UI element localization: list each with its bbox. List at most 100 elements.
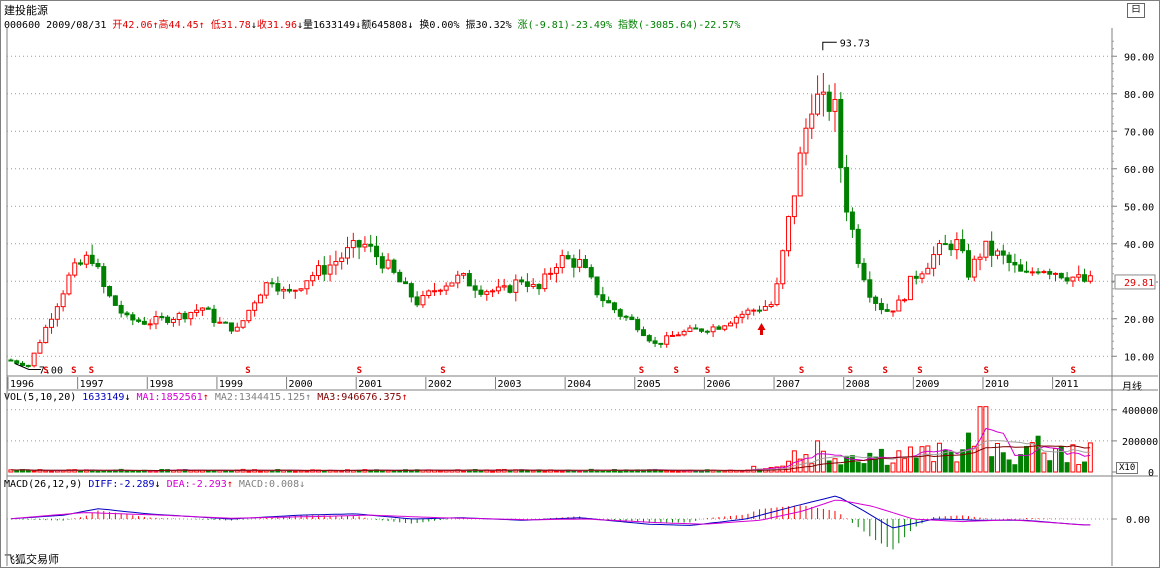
candle-body [640,329,646,337]
candle-body [269,282,275,285]
candle-body [49,318,55,328]
candle-body [844,167,850,213]
volume-bar [884,464,890,473]
candle-body [420,295,426,306]
event-marker-icon: S [357,366,362,376]
candle-body [617,309,623,317]
candle-body [565,255,571,260]
candle-body [826,91,832,112]
layout-toggle-button[interactable]: 曰 [1127,3,1145,18]
candle-body [408,283,414,298]
candle-body [1070,276,1076,282]
volume-bar [971,445,977,473]
volume-bar [1076,464,1082,473]
volume-bar [954,461,960,473]
candle-body [855,228,861,264]
volume-bar [849,455,855,473]
volume-bar [1082,461,1088,473]
candle-body [536,283,542,290]
macd-panel-title: MACD(26,12,9) [4,479,83,490]
candle-body [484,291,490,295]
index-change-value: (-3085.64)-22.57% [638,20,741,31]
volume-bar [95,470,101,473]
candle-body [414,296,420,306]
candle-body [315,265,321,277]
candle-body [257,294,263,304]
open-value: 42.06 [122,20,153,31]
event-marker-icon: S [848,366,853,376]
candle-body [699,328,705,332]
candle-body [524,281,530,287]
volume-bar [1023,445,1029,473]
year-label: 2004 [567,379,591,390]
candle-body [147,323,153,326]
year-label: 2002 [428,379,452,390]
price-tick-label: 20.00 [1124,315,1154,326]
candle-body [809,113,815,129]
volume-bar [815,440,821,473]
up-arrow-icon: ↑ [401,392,408,403]
year-label: 1999 [219,379,243,390]
amplitude-value: 30.32% [475,20,512,31]
candle-body [884,309,890,312]
up-arrow-icon: ↑ [305,392,312,403]
candle-body [356,240,362,248]
candle-body [25,364,31,367]
candle-body [1087,275,1093,282]
volume-bar [136,470,142,473]
event-marker-icon: S [983,366,988,376]
candle-body [466,273,472,287]
candle-body [374,245,380,258]
down-arrow-icon: ↓ [124,392,131,403]
period-label[interactable]: 月线 [1122,382,1142,393]
volume-bar [43,470,49,473]
volume-bar [1006,459,1012,473]
candle-body [873,296,879,304]
event-marker-icon: S [674,366,679,376]
quote-info-bar: 000600 2009/08/31 开42.06↑高44.45↑ 低31.78↓… [4,16,740,31]
candle-body [379,256,385,269]
high-marker-line [822,41,837,51]
year-label: 1997 [80,379,104,390]
candle-body [942,243,948,246]
candle-body [339,257,345,262]
volume-tick-label: 200000 [1122,437,1158,448]
candle-body [368,243,374,247]
candle-body [188,311,194,320]
candle-body [205,307,211,310]
volume-bar [861,463,867,473]
candle-body [786,216,792,252]
candle-body [449,282,455,287]
volume-bar [838,464,844,473]
candle-body [878,302,884,311]
candle-body [60,293,66,308]
ma1-value: 1852561 [160,392,203,403]
candle-body [757,309,763,312]
candle-body [141,320,147,325]
candle-body [159,316,165,319]
event-marker-icon: S [639,366,644,376]
candle-body [211,308,217,323]
candle-body [519,279,525,283]
volume-tick-label: 400000 [1122,406,1158,417]
candle-body [815,93,821,115]
volume-bar [878,448,884,473]
ma3-value: 946676.375 [341,392,402,403]
candle-body [989,240,995,256]
candle-body [600,294,606,302]
volume-bar [809,463,815,473]
candle-body [652,340,658,344]
candle-body [234,326,240,332]
candle-body [89,254,95,264]
candle-body [37,342,43,354]
volume-panel-header: VOL(5,10,20) 1633149↓ MA1:1852561↑ MA2:1… [4,392,408,403]
event-marker-icon: S [1071,366,1076,376]
candle-body [762,306,768,311]
candle-body [646,335,652,342]
price-tick-label: 10.00 [1124,352,1154,363]
event-marker-icon: S [89,366,94,376]
candle-body [432,290,438,293]
candle-body [902,299,908,302]
candle-body [263,282,269,296]
